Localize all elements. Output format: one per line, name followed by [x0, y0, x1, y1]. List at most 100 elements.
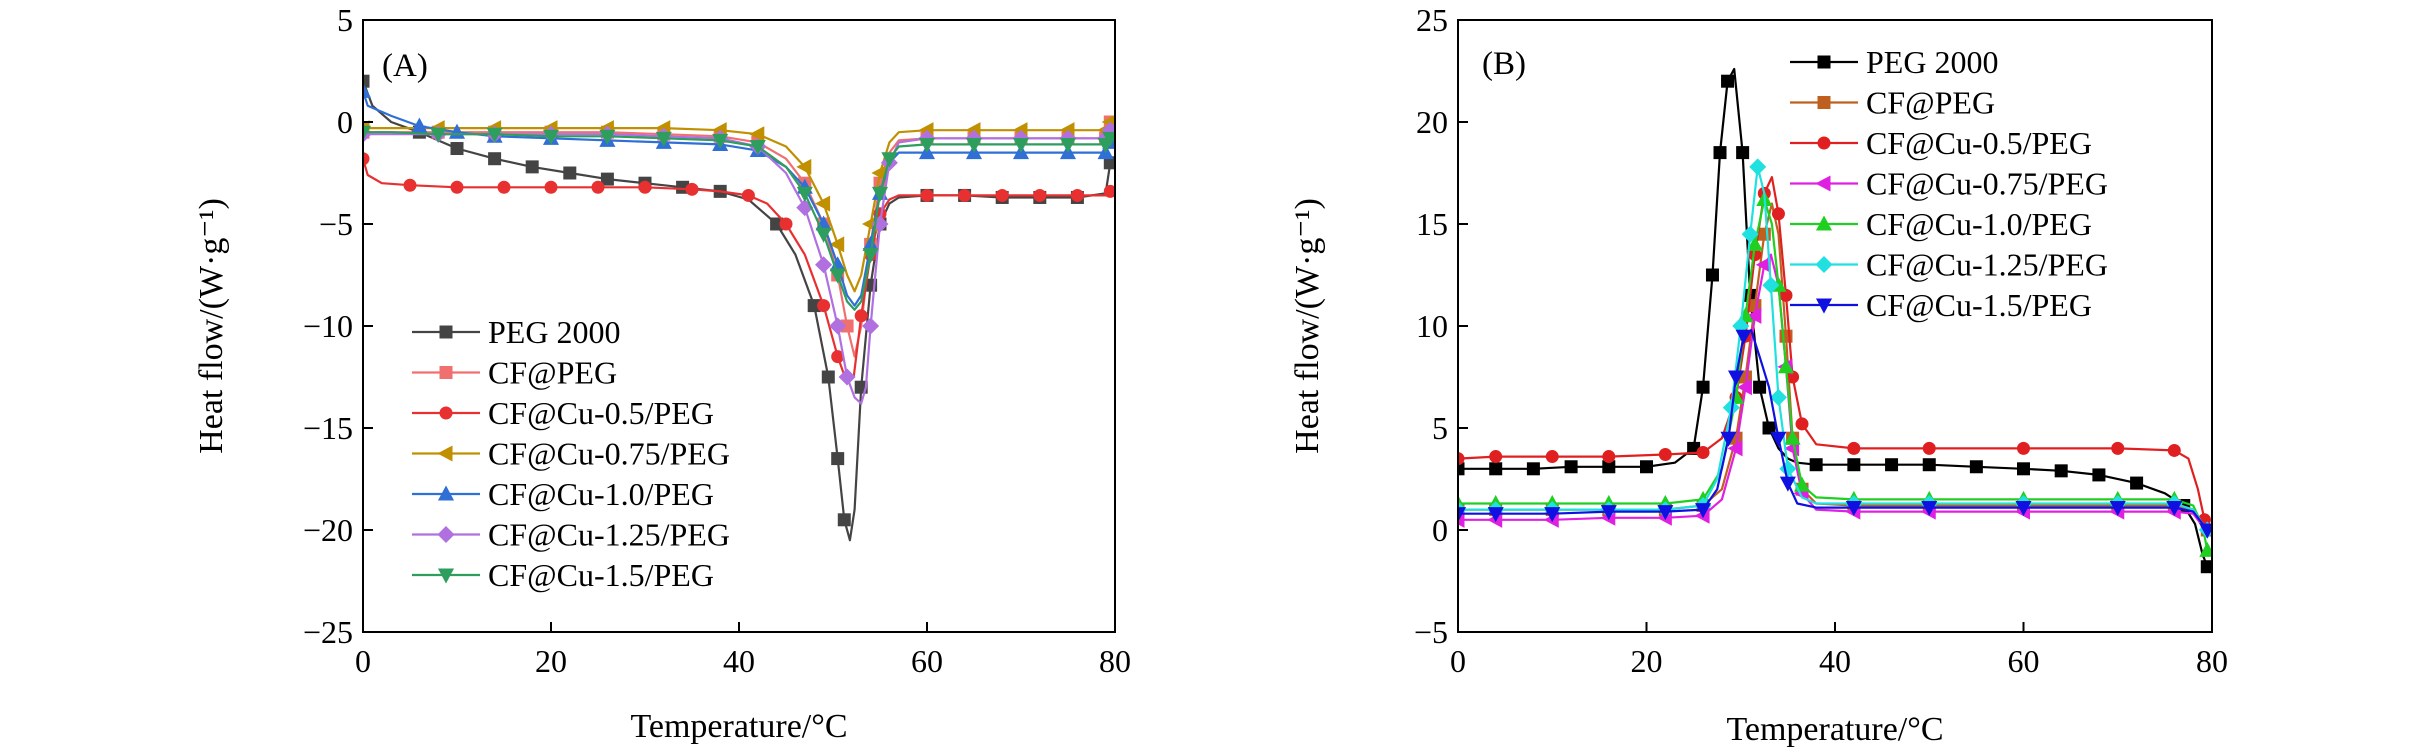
series-peg-2000: [1458, 67, 2212, 574]
legend-label: CF@Cu-1.0/PEG: [1866, 206, 2092, 242]
data-point: [2200, 560, 2212, 574]
legend-marker: [1815, 255, 1833, 274]
legend-item-cf-peg: CF@PEG: [1790, 85, 1995, 121]
legend-label: CF@Cu-0.75/PEG: [488, 436, 730, 472]
data-point: [2017, 441, 2030, 455]
legend-marker: [439, 325, 453, 339]
y-tick-label: −15: [303, 410, 353, 446]
data-point: [1487, 507, 1504, 523]
y-tick-label: −10: [303, 308, 353, 344]
data-point: [1103, 184, 1115, 198]
data-point: [1600, 505, 1617, 521]
x-axis-label: Temperature/°C: [1726, 711, 1943, 748]
legend-label: CF@Cu-1.0/PEG: [488, 476, 714, 512]
legend-label: CF@PEG: [488, 355, 617, 391]
legend-label: CF@Cu-1.5/PEG: [1866, 287, 2092, 323]
data-point: [363, 74, 370, 88]
series-cf-cu-1-5-peg: [1458, 329, 2212, 539]
data-point: [749, 126, 765, 143]
legend-item-cf-cu-0-75-peg: CF@Cu-0.75/PEG: [1790, 166, 2108, 202]
x-tick-label: 60: [911, 643, 943, 679]
legend: PEG 2000 CF@PEG CF@Cu-0.5/PEG CF@Cu-0.75/PE…: [1790, 44, 2108, 323]
legend-marker: [1817, 136, 1831, 150]
data-point: [2166, 501, 2183, 517]
y-tick-label: 5: [337, 2, 353, 38]
data-point: [1779, 476, 1796, 492]
data-point: [363, 82, 372, 98]
data-point: [815, 256, 833, 274]
legend-label: PEG 2000: [488, 314, 620, 350]
data-point: [1809, 458, 1823, 472]
y-axis-label: Heat flow/(W·g⁻¹): [1289, 198, 1326, 454]
legend-label: CF@PEG: [1866, 85, 1995, 121]
data-point: [363, 125, 372, 141]
data-point: [1727, 440, 1743, 457]
legend-marker: [1815, 175, 1831, 192]
data-point: [796, 158, 812, 175]
data-point: [1922, 458, 1936, 472]
series-cf-cu-1-5-peg: [363, 125, 1115, 311]
data-point: [1458, 507, 1467, 523]
y-tick-label: −5: [1414, 614, 1448, 650]
legend-label: CF@Cu-0.5/PEG: [1866, 125, 2092, 161]
data-point: [1762, 421, 1776, 435]
legend-item-cf-cu-1-0-peg: CF@Cu-1.0/PEG: [1790, 206, 2092, 242]
x-tick-label: 40: [723, 643, 755, 679]
data-point: [779, 217, 793, 231]
legend-marker: [1815, 298, 1833, 314]
legend-item-cf-peg: CF@PEG: [412, 355, 617, 391]
legend-marker: [1817, 55, 1831, 69]
legend-item-cf-cu-1-5-peg: CF@Cu-1.5/PEG: [1790, 287, 2092, 323]
data-point: [591, 180, 605, 194]
data-point: [2111, 441, 2125, 455]
data-point: [920, 188, 934, 202]
data-point: [1695, 503, 1712, 519]
data-point: [1746, 307, 1762, 324]
data-point: [1720, 431, 1737, 447]
data-point: [995, 188, 1009, 202]
data-point: [497, 180, 511, 194]
data-point: [1059, 137, 1077, 154]
data-point: [1795, 417, 1809, 431]
data-point: [1705, 268, 1719, 282]
series-line-peg-2000: [363, 80, 1112, 542]
data-point: [411, 117, 428, 133]
data-point: [815, 195, 831, 212]
data-point: [958, 188, 972, 202]
legend-marker: [1815, 215, 1833, 231]
data-point: [1736, 379, 1752, 396]
x-tick-label: 20: [535, 643, 567, 679]
series-cf-cu-0-5-peg: [1458, 176, 2212, 537]
data-point: [712, 133, 729, 149]
data-point: [563, 166, 577, 180]
data-point: [796, 186, 813, 202]
data-point: [2017, 462, 2030, 476]
data-point: [1728, 370, 1745, 386]
series-cf-cu-1-25-peg: [363, 121, 1115, 405]
legend-item-peg-2000: PEG 2000: [1790, 44, 1998, 80]
x-tick-label: 80: [1099, 643, 1131, 679]
data-point: [831, 452, 845, 466]
data-point: [2092, 468, 2106, 482]
data-point: [1721, 74, 1735, 88]
data-point: [1489, 450, 1503, 464]
panel-a: 0 20 40 60 80 5 0 −5 −10 −15 −20 −25 Temperature/°C H…: [193, 2, 1131, 745]
data-point: [450, 180, 464, 194]
legend-marker: [439, 406, 453, 420]
data-point: [1784, 429, 1801, 445]
series-line-peg-2000: [1458, 67, 2209, 568]
x-axis-label: Temperature/°C: [630, 708, 847, 745]
y-tick-label: −25: [303, 614, 353, 650]
data-point: [685, 182, 699, 196]
data-point: [1102, 131, 1115, 147]
data-point: [2054, 464, 2068, 478]
data-point: [1033, 188, 1047, 202]
series-line-cf-cu-1-5-peg: [363, 131, 1112, 311]
data-point: [1777, 358, 1795, 374]
plot-frame: [362, 19, 1116, 633]
data-point: [1070, 188, 1084, 202]
data-point: [2015, 501, 2032, 517]
series-cf-cu-0-5-peg: [363, 152, 1115, 385]
y-tick-label: 5: [1432, 410, 1448, 446]
